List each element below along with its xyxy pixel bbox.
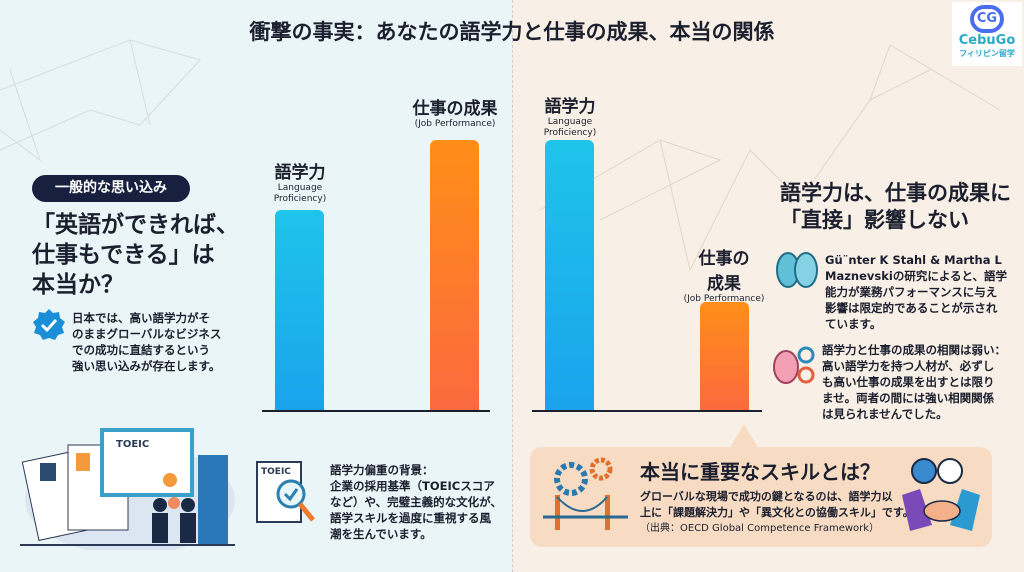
chart-baseline: [532, 410, 762, 412]
bar-job-performance: [700, 302, 749, 410]
bar-label-en: Language: [547, 117, 593, 127]
myth-heading-line: 本当か？: [32, 272, 124, 298]
logo-mark: CG: [970, 5, 1004, 33]
text-line: など）や、完璧主義的な文化が、: [330, 495, 502, 509]
bar-label-en: Proficiency): [543, 128, 597, 138]
text-line: も高い仕事の成果を出すとは限り: [822, 375, 995, 389]
background-note: 語学力偏重の背景： 企業の採用基準（TOEICスコア など）や、完璧主義的な文化…: [330, 462, 502, 542]
text-line: 強い思い込みが存在します。: [72, 359, 221, 373]
key-skills-body: グローバルな現場で成功の鍵となるのは、語学力以 上に「課題解決力」や「異文化との…: [640, 489, 914, 537]
verified-check-icon: [33, 309, 65, 340]
text-line: 影響は限定的であることが示され: [825, 301, 998, 315]
globe-handshake-icon: [902, 458, 980, 531]
brain-icon: [776, 252, 818, 288]
text-line: 潮を生んでいます。: [330, 527, 432, 541]
cebugo-logo: CG CebuGo フィリピン留学: [952, 2, 1022, 66]
finding-heading: 語学力は、仕事の成果に 「直接」影響しない: [780, 180, 1011, 234]
bar-label-jp: 語学力: [544, 97, 596, 117]
page-title: 衝撃の事実：あなたの語学力と仕事の成果、本当の関係: [249, 20, 775, 44]
recruitment-illustration: TOEIC: [20, 428, 235, 550]
bar-label-jp: 仕事の: [698, 249, 750, 269]
logo-sub: フィリピン留学: [959, 49, 1015, 58]
bar-label-en: (Job Performance): [683, 294, 765, 304]
bar-label: 語学力 Language Proficiency): [520, 92, 620, 139]
bar-label-en: Proficiency): [273, 194, 327, 204]
text-line: 語学力と仕事の成果の相関は弱い：: [822, 343, 1006, 357]
text-line: での成功に直結するという: [72, 343, 210, 357]
bar-job-performance: [430, 140, 479, 410]
bar-label: 語学力 Language Proficiency): [250, 158, 350, 205]
text-line: 能力が業務パフォーマンスに与え: [825, 285, 998, 299]
gears-bridge-icon: [543, 457, 628, 530]
bar-label-en: (Job Performance): [414, 119, 496, 129]
text-line: 語学力偏重の背景：: [330, 463, 434, 477]
text-line: 上に「課題解決力」や「異文化との協働スキル」です。: [640, 506, 914, 519]
key-skills-title: 本当に重要なスキルとは？: [640, 460, 880, 484]
text-line: 企業の採用基準（TOEICスコア: [330, 479, 495, 493]
bar-label-jp: 成果: [707, 274, 741, 294]
text-line: 語学スキルを過度に重視する風: [330, 511, 491, 525]
brain-gears-icon: [773, 346, 815, 384]
callout-notch: [730, 424, 758, 448]
myth-description: 日本では、高い語学力がそ のままグローバルなビジネス での成功に直結するという …: [72, 310, 221, 374]
bar-label-en: Language: [277, 183, 323, 193]
research-note: Gü¨nter K Stahl & Martha L Maznevskiの研究に…: [825, 252, 1007, 332]
bar-language-proficiency: [545, 140, 594, 410]
bar-label: 仕事の成果 (Job Performance): [395, 94, 515, 130]
myth-heading: 「英語ができれば、 仕事もできる」は 本当か？: [32, 210, 239, 300]
myth-heading-line: 仕事もできる」は: [32, 242, 215, 268]
text-line: ています。: [825, 317, 882, 331]
myth-heading-line: 「英語ができれば、: [32, 212, 239, 238]
text-line: グローバルな現場で成功の鍵となるのは、語学力以: [640, 490, 893, 503]
text-line: 高い語学力を持つ人材が、必ずし: [822, 359, 995, 373]
illustration-toeic-text: TOEIC: [116, 439, 149, 450]
text-line: Gü¨nter K Stahl & Martha L: [825, 253, 1002, 267]
text-line: のままグローバルなビジネス: [72, 327, 222, 341]
bar-label-jp: 仕事の成果: [412, 99, 498, 119]
heading-line: 「直接」影響しない: [780, 208, 969, 232]
toeic-magnifier-icon: TOEIC: [256, 461, 315, 523]
text-line: は見られませんでした。: [822, 407, 948, 421]
bar-label-jp: 語学力: [274, 163, 326, 183]
myth-badge: 一般的な思い込み: [32, 175, 190, 202]
chart-baseline: [262, 410, 490, 412]
correlation-note: 語学力と仕事の成果の相関は弱い： 高い語学力を持つ人材が、必ずし も高い仕事の成…: [822, 342, 1006, 422]
bar-label: 仕事の 成果 (Job Performance): [664, 244, 784, 305]
bar-language-proficiency: [275, 210, 324, 410]
text-line: 日本では、高い語学力がそ: [72, 311, 210, 325]
text-line: ませ。両者の間には強い相関関係: [822, 391, 995, 405]
toeic-icon-text: TOEIC: [261, 467, 291, 477]
heading-line: 語学力は、仕事の成果に: [780, 181, 1011, 205]
source-citation: （出典：OECD Global Competence Framework）: [640, 523, 880, 534]
text-line: Maznevskiの研究によると、語学: [825, 269, 1008, 283]
logo-brand: CebuGo: [958, 33, 1016, 48]
